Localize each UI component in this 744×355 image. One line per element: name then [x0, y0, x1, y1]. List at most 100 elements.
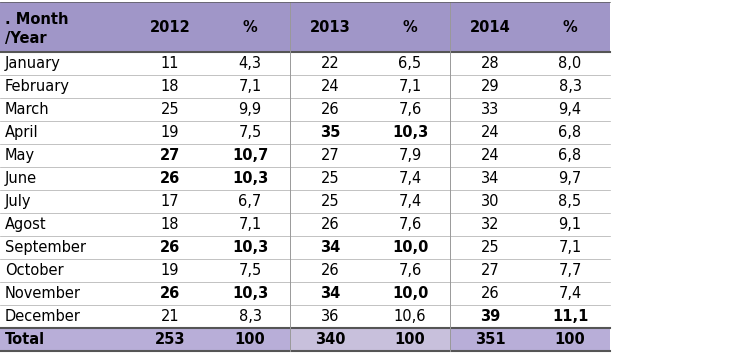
Text: 25: 25: [321, 171, 339, 186]
Text: July: July: [5, 194, 31, 209]
Text: 9,4: 9,4: [559, 102, 582, 117]
Bar: [0, 121, 610, 144]
Text: 7,1: 7,1: [238, 79, 262, 94]
Bar: [0, 98, 610, 121]
Text: %: %: [403, 20, 417, 34]
Text: 24: 24: [481, 148, 499, 163]
Text: April: April: [5, 125, 39, 140]
Text: %: %: [243, 20, 257, 34]
Bar: [450, 328, 610, 351]
Text: 8,3: 8,3: [239, 309, 261, 324]
Text: 26: 26: [321, 102, 339, 117]
Bar: [0, 328, 290, 351]
Text: Total: Total: [5, 332, 45, 347]
Text: 27: 27: [481, 263, 499, 278]
Text: June: June: [5, 171, 37, 186]
Text: 2014: 2014: [469, 20, 510, 34]
Text: 6,5: 6,5: [399, 56, 422, 71]
Text: 10,3: 10,3: [232, 240, 268, 255]
Text: May: May: [5, 148, 35, 163]
Text: 8,5: 8,5: [559, 194, 582, 209]
Bar: [0, 52, 610, 75]
Text: 7,4: 7,4: [559, 286, 582, 301]
Bar: [0, 236, 610, 259]
Text: 18: 18: [161, 217, 179, 232]
Text: 100: 100: [394, 332, 426, 347]
Text: 9,1: 9,1: [559, 217, 582, 232]
Text: 25: 25: [321, 194, 339, 209]
Text: 10,6: 10,6: [394, 309, 426, 324]
Text: 8,0: 8,0: [559, 56, 582, 71]
Text: 7,1: 7,1: [238, 217, 262, 232]
Text: 100: 100: [234, 332, 266, 347]
Text: 6,7: 6,7: [238, 194, 262, 209]
Text: 26: 26: [160, 240, 180, 255]
Text: 10,0: 10,0: [392, 240, 429, 255]
Text: 100: 100: [554, 332, 586, 347]
Text: September: September: [5, 240, 86, 255]
Text: 36: 36: [321, 309, 339, 324]
Bar: [0, 305, 610, 328]
Text: 6,8: 6,8: [559, 125, 582, 140]
Text: 10,7: 10,7: [232, 148, 268, 163]
Text: 22: 22: [321, 56, 339, 71]
Text: 10,3: 10,3: [232, 171, 268, 186]
Text: February: February: [5, 79, 70, 94]
Text: 7,7: 7,7: [558, 263, 582, 278]
Text: 30: 30: [481, 194, 499, 209]
Text: 33: 33: [481, 102, 499, 117]
Text: 9,9: 9,9: [238, 102, 262, 117]
Text: 8,3: 8,3: [559, 79, 582, 94]
Text: 7,6: 7,6: [398, 102, 422, 117]
Text: 24: 24: [481, 125, 499, 140]
Text: Agost: Agost: [5, 217, 47, 232]
Text: 34: 34: [320, 240, 340, 255]
Text: 17: 17: [161, 194, 179, 209]
Bar: [0, 144, 610, 167]
Text: 26: 26: [321, 263, 339, 278]
Text: 253: 253: [155, 332, 185, 347]
Text: . Month: . Month: [5, 12, 68, 27]
Text: 27: 27: [321, 148, 339, 163]
Bar: [0, 75, 610, 98]
Text: March: March: [5, 102, 50, 117]
Text: 28: 28: [481, 56, 499, 71]
Bar: [290, 328, 450, 351]
Text: 25: 25: [161, 102, 179, 117]
Text: October: October: [5, 263, 64, 278]
Bar: [0, 167, 610, 190]
Text: 25: 25: [481, 240, 499, 255]
Text: 7,6: 7,6: [398, 263, 422, 278]
Text: 18: 18: [161, 79, 179, 94]
Text: 32: 32: [481, 217, 499, 232]
Text: 10,3: 10,3: [232, 286, 268, 301]
Bar: [0, 213, 610, 236]
Text: 10,0: 10,0: [392, 286, 429, 301]
Text: 6,8: 6,8: [559, 148, 582, 163]
Text: 19: 19: [161, 263, 179, 278]
Bar: [0, 282, 610, 305]
Text: 11: 11: [161, 56, 179, 71]
Text: 7,5: 7,5: [238, 125, 262, 140]
Bar: [0, 259, 610, 282]
Text: 7,5: 7,5: [238, 263, 262, 278]
Text: 7,6: 7,6: [398, 217, 422, 232]
Text: 7,1: 7,1: [398, 79, 422, 94]
Text: %: %: [562, 20, 577, 34]
Text: January: January: [5, 56, 61, 71]
Text: 10,3: 10,3: [392, 125, 428, 140]
Text: 39: 39: [480, 309, 500, 324]
Text: 27: 27: [160, 148, 180, 163]
Text: 340: 340: [315, 332, 345, 347]
Text: 7,1: 7,1: [559, 240, 582, 255]
Text: 7,4: 7,4: [398, 171, 422, 186]
Text: 7,9: 7,9: [398, 148, 422, 163]
Text: 21: 21: [161, 309, 179, 324]
Text: 24: 24: [321, 79, 339, 94]
Text: 2012: 2012: [150, 20, 190, 34]
Text: 34: 34: [481, 171, 499, 186]
Text: 9,7: 9,7: [559, 171, 582, 186]
Bar: [0, 190, 610, 213]
Text: 11,1: 11,1: [552, 309, 589, 324]
Bar: [0, 2, 610, 52]
